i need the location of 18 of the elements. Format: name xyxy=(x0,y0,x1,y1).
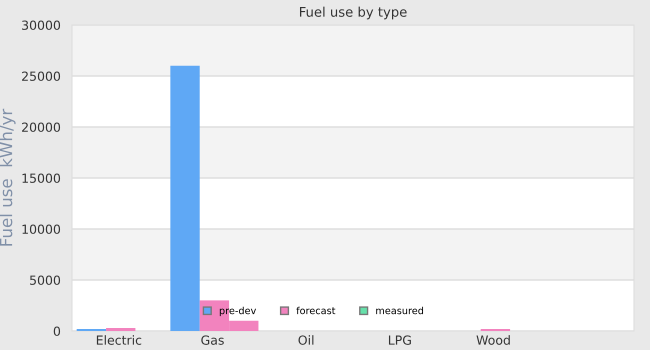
y-tick-label: 15000 xyxy=(22,173,60,183)
y-tick-label: 10000 xyxy=(22,224,60,234)
x-tick-label: LPG xyxy=(388,335,411,345)
bar xyxy=(106,328,136,331)
y-tick-label: 30000 xyxy=(22,20,60,30)
bar xyxy=(170,66,200,331)
chart-title: Fuel use by type xyxy=(300,6,407,20)
x-tick-label: Oil xyxy=(298,335,314,345)
x-tick-label: Wood xyxy=(476,335,510,345)
x-tick-label: Gas xyxy=(201,335,224,345)
legend-label: forecast xyxy=(296,306,336,314)
x-tick-label: Electric xyxy=(96,335,142,345)
y-tick-label: 0 xyxy=(54,326,60,336)
legend-label: pre-dev xyxy=(220,306,256,316)
y-tick-label: 5000 xyxy=(30,275,60,285)
legend-label: measured xyxy=(376,306,424,314)
y-tick-label: 20000 xyxy=(22,122,60,132)
y-tick-label: 25000 xyxy=(22,71,60,81)
